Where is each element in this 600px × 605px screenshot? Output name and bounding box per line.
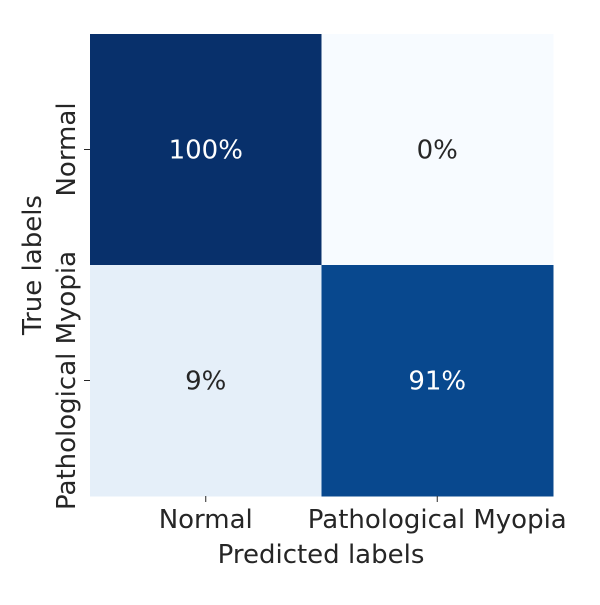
x-tick-label-1: Pathological Myopia <box>308 505 567 535</box>
x-axis-ticks: Normal Pathological Myopia <box>159 496 567 535</box>
heatmap-cell-0-1 <box>321 34 554 266</box>
x-tick-label-0: Normal <box>159 505 253 535</box>
x-axis-title: Predicted labels <box>218 540 425 570</box>
cell-value-label-0-0: 100% <box>169 136 243 166</box>
heatmap-cell-labels: 100% 0% 9% 91% <box>169 136 467 397</box>
heatmap-cell-1-0 <box>90 265 322 497</box>
cell-value-label-1-0: 9% <box>185 367 226 397</box>
heatmap-cell-1-1 <box>321 265 554 497</box>
y-tick-label-0: Normal <box>52 102 82 196</box>
heatmap-cells <box>90 34 554 497</box>
y-axis-ticks: Normal Pathological Myopia <box>52 102 90 510</box>
cell-value-label-0-1: 0% <box>417 136 458 166</box>
y-axis-title: True labels <box>18 195 48 336</box>
heatmap-cell-0-0 <box>90 34 322 266</box>
y-tick-label-1: Pathological Myopia <box>52 251 82 510</box>
cell-value-label-1-1: 91% <box>408 367 466 397</box>
